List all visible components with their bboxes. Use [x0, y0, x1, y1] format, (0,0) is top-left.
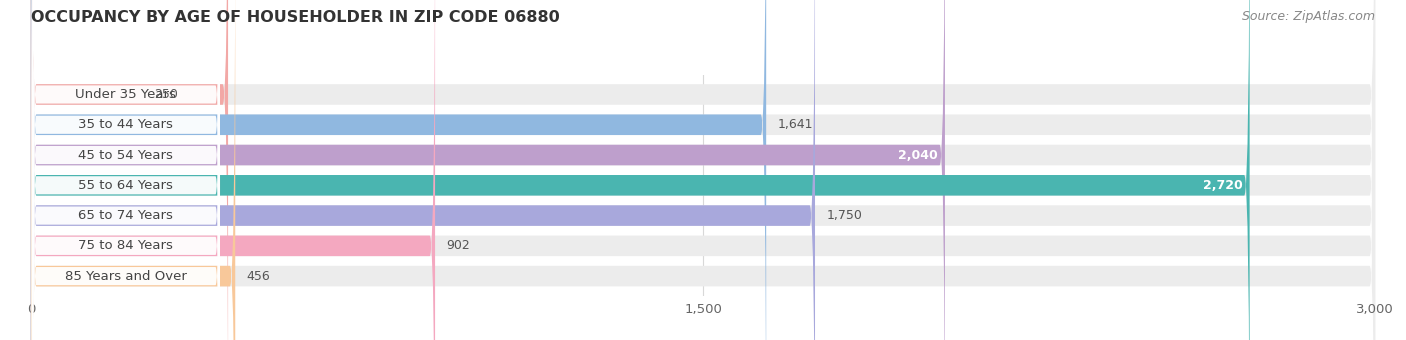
Text: 2,040: 2,040: [898, 149, 938, 162]
FancyBboxPatch shape: [31, 0, 235, 340]
FancyBboxPatch shape: [31, 0, 766, 340]
Text: 1,641: 1,641: [778, 118, 813, 131]
Text: 55 to 64 Years: 55 to 64 Years: [79, 179, 173, 192]
Text: 2,720: 2,720: [1204, 179, 1243, 192]
Text: 902: 902: [446, 239, 470, 252]
FancyBboxPatch shape: [31, 0, 945, 340]
Text: 85 Years and Over: 85 Years and Over: [65, 270, 187, 283]
FancyBboxPatch shape: [31, 0, 1375, 340]
Text: OCCUPANCY BY AGE OF HOUSEHOLDER IN ZIP CODE 06880: OCCUPANCY BY AGE OF HOUSEHOLDER IN ZIP C…: [31, 10, 560, 25]
FancyBboxPatch shape: [31, 0, 815, 340]
Text: Source: ZipAtlas.com: Source: ZipAtlas.com: [1241, 10, 1375, 23]
FancyBboxPatch shape: [32, 0, 219, 340]
FancyBboxPatch shape: [31, 0, 1375, 340]
FancyBboxPatch shape: [32, 0, 219, 340]
Text: 35 to 44 Years: 35 to 44 Years: [79, 118, 173, 131]
FancyBboxPatch shape: [31, 0, 1375, 340]
FancyBboxPatch shape: [31, 0, 1375, 340]
Text: 65 to 74 Years: 65 to 74 Years: [79, 209, 173, 222]
Text: 456: 456: [246, 270, 270, 283]
Text: 45 to 54 Years: 45 to 54 Years: [79, 149, 173, 162]
FancyBboxPatch shape: [31, 0, 228, 340]
Text: 75 to 84 Years: 75 to 84 Years: [79, 239, 173, 252]
FancyBboxPatch shape: [31, 0, 1250, 340]
FancyBboxPatch shape: [32, 0, 219, 340]
Text: Under 35 Years: Under 35 Years: [76, 88, 176, 101]
FancyBboxPatch shape: [31, 0, 1375, 340]
Text: 250: 250: [155, 88, 179, 101]
FancyBboxPatch shape: [31, 0, 1375, 340]
FancyBboxPatch shape: [32, 0, 219, 340]
FancyBboxPatch shape: [32, 0, 219, 340]
FancyBboxPatch shape: [31, 0, 434, 340]
FancyBboxPatch shape: [32, 0, 219, 340]
Text: 1,750: 1,750: [827, 209, 862, 222]
FancyBboxPatch shape: [31, 0, 1375, 340]
FancyBboxPatch shape: [32, 0, 219, 340]
